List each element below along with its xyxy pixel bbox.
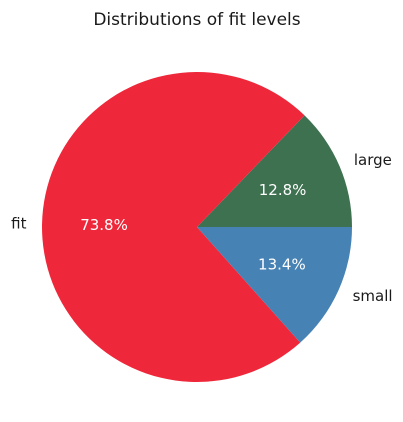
pie-slices [42,71,352,382]
pct-label-large: 12.8% [259,181,307,199]
slice-label-fit: fit [11,214,26,232]
pct-label-fit: 73.8% [80,216,128,234]
pie-slice-fit [42,71,305,382]
slice-label-large: large [354,151,392,169]
pct-label-small: 13.4% [258,256,306,274]
pie-slice-small [197,227,352,343]
chart-title: Distributions of fit levels [93,10,300,30]
pie-slice-large [197,115,352,227]
slice-label-small: small [353,287,393,305]
pie-labels: large 12.8% fit 73.8% small 13.4% [11,151,392,305]
